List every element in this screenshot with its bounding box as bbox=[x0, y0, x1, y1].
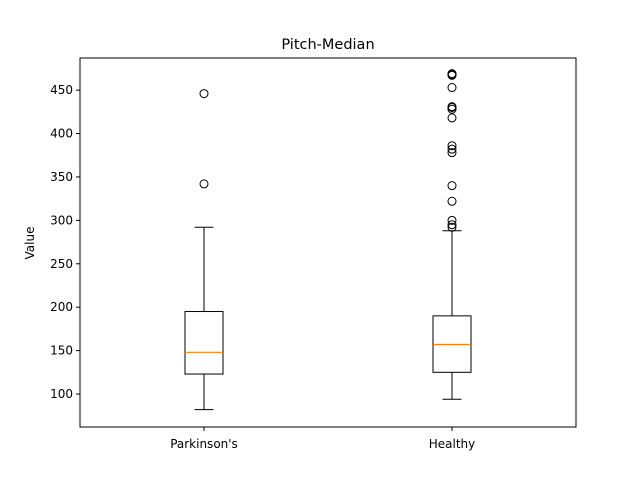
y-tick-label: 300 bbox=[50, 213, 73, 227]
outlier-point bbox=[447, 215, 457, 225]
y-tick-label: 150 bbox=[50, 344, 73, 358]
box-iqr bbox=[184, 311, 224, 375]
outlier-point bbox=[447, 144, 457, 154]
plot-frame bbox=[79, 57, 577, 428]
y-tick-label: 400 bbox=[50, 127, 73, 141]
outlier-point bbox=[447, 196, 457, 206]
plot-area: 100 150 200 250 300 350 400 450 Parkinson's Healt… bbox=[50, 69, 476, 451]
outlier-point bbox=[199, 89, 209, 99]
y-axis-label: Value bbox=[23, 227, 37, 260]
y-tick-label: 350 bbox=[50, 170, 73, 184]
outlier-point bbox=[447, 69, 457, 79]
y-tick-label: 250 bbox=[50, 257, 73, 271]
x-tick-label: Parkinson's bbox=[170, 437, 238, 451]
outlier-point bbox=[447, 141, 457, 151]
x-tick-label: Healthy bbox=[429, 437, 476, 451]
outlier-point bbox=[447, 83, 457, 93]
outlier-point bbox=[447, 113, 457, 123]
y-tick-label: 450 bbox=[50, 83, 73, 97]
outlier-point bbox=[447, 220, 457, 230]
y-tick-label: 200 bbox=[50, 300, 73, 314]
outlier-point bbox=[447, 181, 457, 191]
chart-title: Pitch-Median bbox=[281, 37, 374, 53]
outlier-point bbox=[199, 179, 209, 189]
outlier-point bbox=[447, 102, 457, 112]
outlier-point bbox=[447, 148, 457, 158]
outlier-point bbox=[447, 222, 457, 232]
y-tick-label: 100 bbox=[50, 387, 73, 401]
